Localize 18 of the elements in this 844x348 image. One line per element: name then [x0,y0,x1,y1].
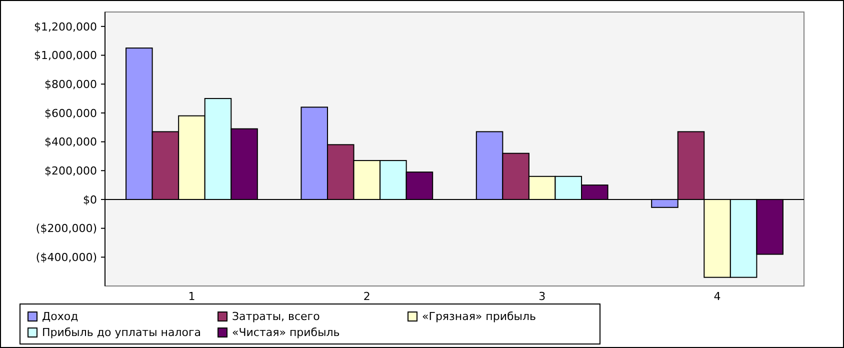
y-tick-label: $600,000 [44,106,97,120]
x-tick-label: 4 [714,290,721,303]
y-tick-label: ($400,000) [36,251,97,264]
x-tick-label: 2 [363,290,370,303]
y-tick-label: $200,000 [44,164,97,178]
y-tick-label: $1,200,000 [34,20,97,34]
legend-label: «Чистая» прибыль [232,326,340,339]
legend-label: Доход [42,310,79,323]
legend-label: «Грязная» прибыль [422,310,536,323]
y-tick-label: $400,000 [44,136,97,149]
x-tick-label: 3 [538,290,546,303]
y-tick-label: ($200,000) [36,222,97,236]
x-tick-label: 1 [188,290,196,303]
legend-label: Прибыль до уплаты налога [42,326,201,339]
y-tick-label: $0 [83,193,97,206]
legend-label: Затраты, всего [232,310,320,323]
y-tick-label: $800,000 [44,78,97,91]
y-tick-label: $1,000,000 [34,49,97,62]
